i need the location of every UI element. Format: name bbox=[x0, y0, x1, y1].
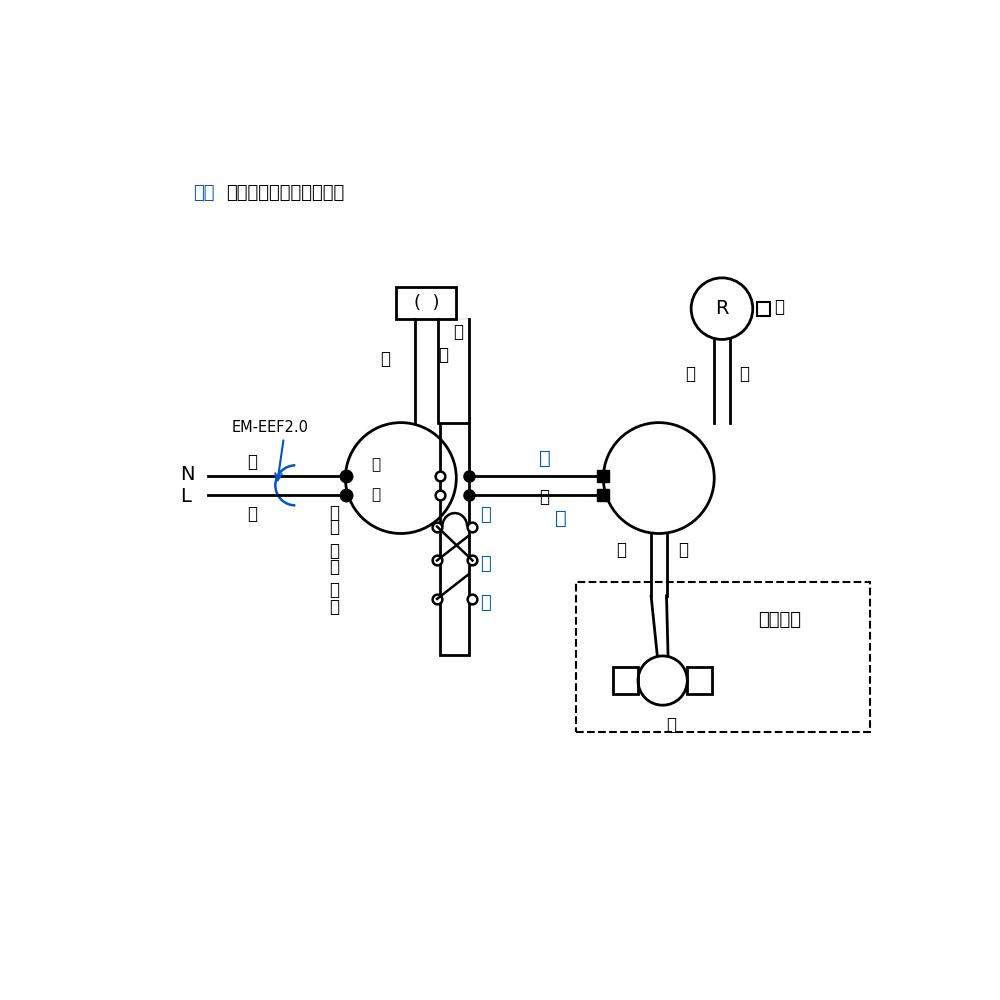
Text: シ: シ bbox=[380, 350, 390, 368]
Text: イ: イ bbox=[329, 518, 339, 536]
Bar bbox=[396, 287, 456, 319]
Text: (  ): ( ) bbox=[414, 294, 439, 312]
Text: ア: ア bbox=[555, 509, 567, 528]
Text: ク: ク bbox=[438, 346, 448, 364]
Bar bbox=[613, 667, 638, 694]
Text: 小: 小 bbox=[372, 457, 381, 472]
Text: ハ: ハ bbox=[329, 598, 339, 616]
Text: ク: ク bbox=[480, 506, 491, 524]
Text: ク: ク bbox=[329, 542, 339, 560]
Text: シ: シ bbox=[539, 488, 549, 506]
Bar bbox=[440, 423, 469, 655]
Text: ク: ク bbox=[480, 594, 491, 612]
Bar bbox=[687, 667, 712, 694]
Bar bbox=[576, 582, 870, 732]
Text: ク: ク bbox=[616, 541, 626, 559]
Text: ロ: ロ bbox=[329, 558, 339, 576]
Text: シ: シ bbox=[774, 298, 784, 316]
Text: シ: シ bbox=[480, 555, 491, 573]
Text: L: L bbox=[180, 487, 191, 506]
Text: 小: 小 bbox=[372, 487, 381, 502]
Text: ク: ク bbox=[329, 504, 339, 522]
Text: シ: シ bbox=[247, 453, 257, 471]
Text: EM-EEF2.0: EM-EEF2.0 bbox=[231, 420, 308, 435]
Text: N: N bbox=[180, 465, 194, 484]
Text: R: R bbox=[715, 299, 729, 318]
Text: 施工省略: 施工省略 bbox=[758, 611, 801, 629]
Text: ク: ク bbox=[685, 365, 695, 383]
Text: シ: シ bbox=[739, 365, 749, 383]
Text: ：入れ替わりしても良い: ：入れ替わりしても良い bbox=[226, 184, 344, 202]
Text: ク: ク bbox=[539, 449, 551, 468]
Text: 青字: 青字 bbox=[193, 184, 214, 202]
Text: ク: ク bbox=[329, 581, 339, 599]
Text: シ: シ bbox=[678, 541, 688, 559]
Text: ク: ク bbox=[247, 505, 257, 523]
Text: ハ: ハ bbox=[666, 716, 676, 734]
Bar bbox=[757, 302, 770, 316]
Text: イ: イ bbox=[453, 323, 463, 341]
